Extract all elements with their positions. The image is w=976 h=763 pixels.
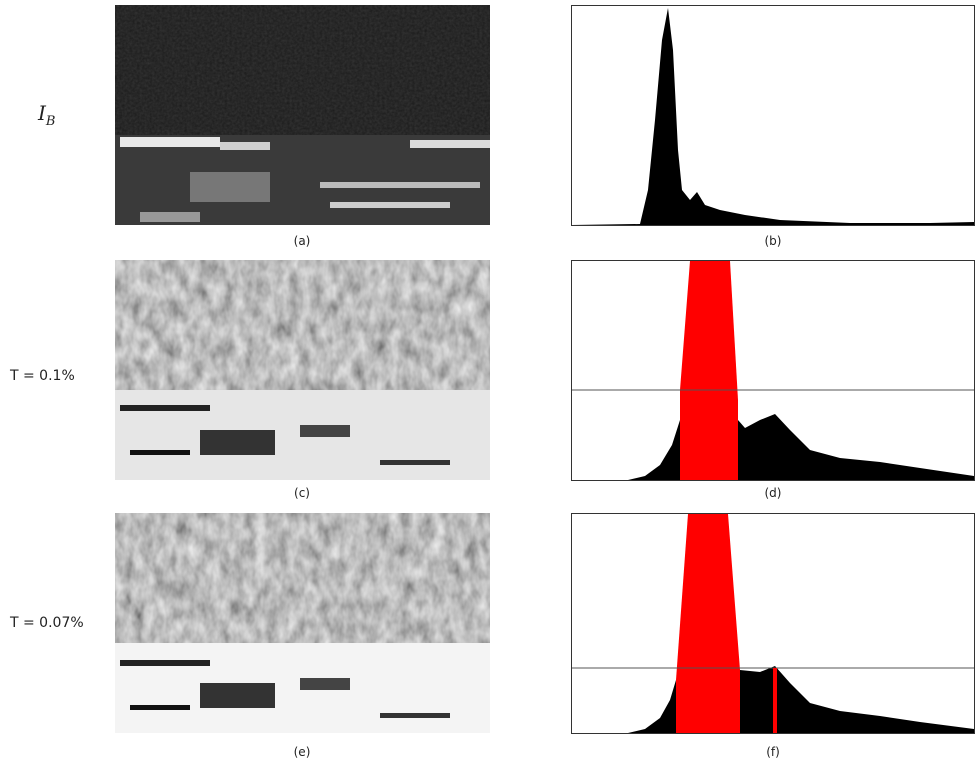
row-label: T = 0.1%: [9, 368, 75, 384]
caption: (d): [765, 486, 782, 500]
subscript: B: [45, 114, 56, 129]
row-label: IB: [37, 101, 55, 129]
symbol: I: [37, 101, 47, 125]
image-c: [115, 260, 490, 480]
caption: (f): [766, 745, 780, 759]
histogram-d: [571, 260, 975, 481]
caption: (e): [294, 745, 311, 759]
caption: (a): [294, 234, 311, 248]
image-a: [115, 5, 490, 225]
histogram-b: [571, 5, 975, 226]
caption: (c): [294, 486, 310, 500]
histogram-f: [571, 513, 975, 734]
caption: (b): [765, 234, 782, 248]
image-e: [115, 513, 490, 733]
row-label: T = 0.07%: [9, 615, 84, 631]
